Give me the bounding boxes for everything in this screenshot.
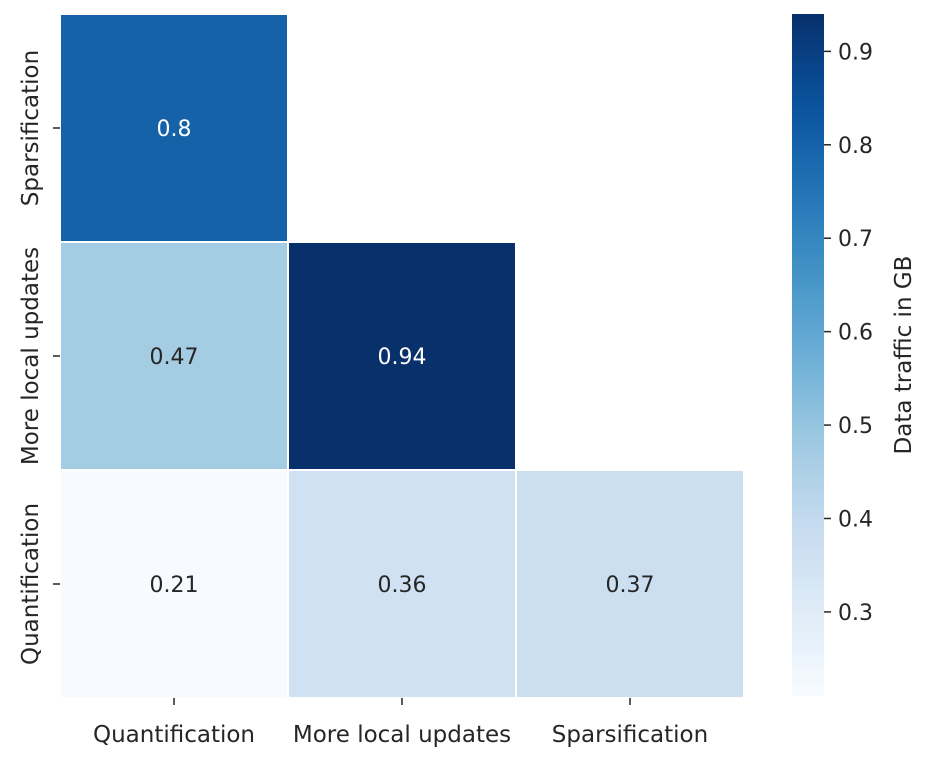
colorbar-tick-label: 0.3 — [838, 601, 873, 626]
cell-value-label: 0.94 — [378, 345, 427, 370]
y-tick-label: Quantification — [18, 503, 44, 665]
heatmap-cell — [287, 469, 517, 699]
x-tick-label: Quantification — [93, 722, 255, 748]
y-tick-label: Sparsification — [18, 50, 44, 206]
colorbar-tick-label: 0.7 — [838, 227, 873, 252]
y-axis: Sparsification More local updates Quantifi… — [18, 50, 60, 665]
colorbar-tick-label: 0.4 — [838, 507, 873, 532]
heatmap-cells — [59, 13, 745, 699]
cell-value-label: 0.8 — [157, 117, 192, 142]
cell-value-label: 0.37 — [606, 573, 655, 598]
heatmap-cell — [59, 241, 289, 471]
x-tick-label: Sparsification — [552, 722, 708, 748]
heatmap-cell — [287, 241, 517, 471]
x-tick-label: More local updates — [293, 722, 511, 748]
colorbar-gradient — [792, 14, 824, 696]
heatmap-cell — [59, 469, 289, 699]
colorbar-tick-label: 0.8 — [838, 134, 873, 159]
colorbar-tick-label: 0.9 — [838, 40, 873, 65]
colorbar-tick-label: 0.5 — [838, 414, 873, 439]
colorbar: 0.3 0.4 0.5 0.6 0.7 0.8 0.9 Data traffic in GB — [792, 14, 917, 696]
y-tick-label: More local updates — [18, 247, 44, 465]
colorbar-label: Data traffic in GB — [891, 256, 917, 455]
colorbar-tick-label: 0.6 — [838, 321, 873, 346]
cell-value-label: 0.36 — [378, 573, 427, 598]
heatmap-cell — [515, 469, 745, 699]
heatmap-cell — [59, 13, 289, 243]
heatmap-annotations: 0.8 0.47 0.94 0.21 0.36 0.37 — [150, 117, 655, 598]
colorbar-ticks: 0.3 0.4 0.5 0.6 0.7 0.8 0.9 — [824, 40, 873, 626]
x-axis: Quantification More local updates Sparsifi… — [93, 698, 708, 748]
cell-value-label: 0.47 — [150, 345, 199, 370]
cell-value-label: 0.21 — [150, 573, 199, 598]
